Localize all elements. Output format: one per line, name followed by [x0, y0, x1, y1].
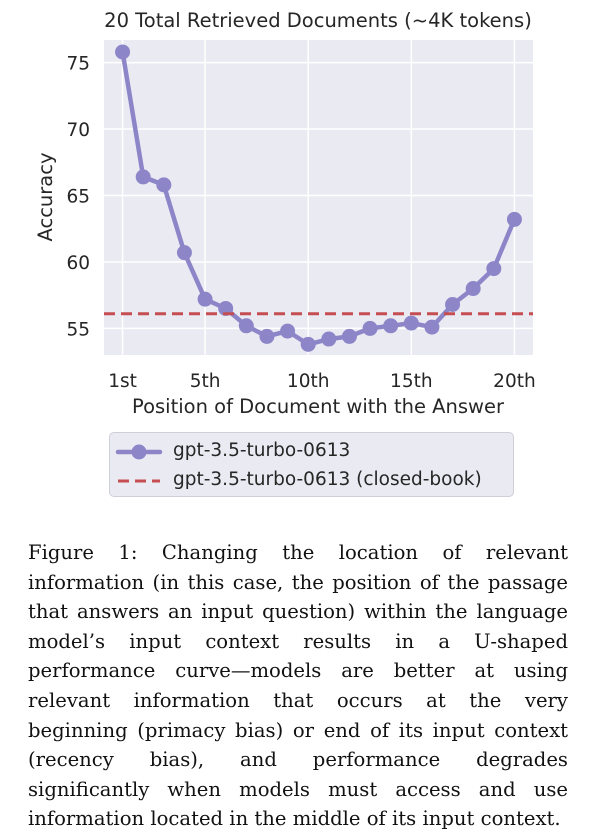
data-point: [383, 318, 399, 334]
data-point: [321, 331, 337, 347]
y-axis-label: Accuracy: [34, 152, 57, 241]
x-tick-labels: 1st 5th 10th 15th 20th: [108, 371, 535, 392]
y-tick-label: 60: [66, 253, 90, 274]
legend-swatches: [115, 444, 163, 483]
data-point: [445, 296, 461, 312]
y-tick-label: 75: [66, 54, 90, 75]
y-tick-label: 65: [66, 187, 90, 208]
data-point: [486, 261, 502, 277]
figure-caption: Figure 1: Changing the location of relev…: [28, 541, 568, 831]
data-point: [403, 315, 419, 331]
data-point: [115, 44, 131, 60]
x-tick-label: 20th: [493, 371, 536, 392]
y-tick-labels: 55 60 65 70 75: [66, 54, 90, 341]
line-chart: 20 Total Retrieved Documents (~4K tokens…: [34, 9, 536, 418]
data-point: [424, 319, 440, 335]
data-point: [280, 323, 296, 339]
data-point: [506, 211, 522, 227]
data-point: [135, 169, 151, 185]
plot-area: [104, 40, 533, 355]
data-point: [238, 318, 254, 334]
legend-label-closed-book: gpt-3.5-turbo-0613 (closed-book): [173, 469, 482, 490]
data-point: [300, 336, 316, 352]
data-point: [176, 245, 192, 261]
data-point: [362, 320, 378, 336]
x-tick-label: 10th: [287, 371, 330, 392]
legend-marker-swatch: [131, 444, 147, 460]
chart-title: 20 Total Retrieved Documents (~4K tokens…: [104, 9, 532, 32]
data-point: [259, 328, 275, 344]
data-point: [341, 328, 357, 344]
data-point: [156, 177, 172, 193]
x-tick-label: 15th: [390, 371, 433, 392]
data-point: [218, 300, 234, 316]
data-point: [465, 281, 481, 297]
legend-label-series: gpt-3.5-turbo-0613: [173, 440, 351, 461]
x-tick-label: 5th: [190, 371, 221, 392]
x-axis-label: Position of Document with the Answer: [132, 395, 505, 418]
data-point: [197, 291, 213, 307]
y-tick-label: 55: [66, 319, 90, 340]
x-tick-label: 1st: [108, 371, 137, 392]
series-layer: [104, 44, 533, 352]
legend: gpt-3.5-turbo-0613 gpt-3.5-turbo-0613 (c…: [109, 432, 514, 497]
grid-lines: [104, 40, 533, 355]
y-tick-label: 70: [66, 120, 90, 141]
